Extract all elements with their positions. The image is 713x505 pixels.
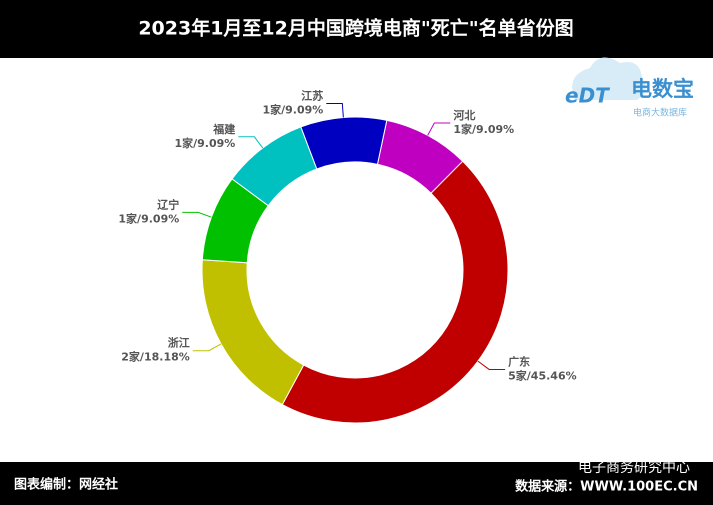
leader-line — [182, 211, 212, 218]
slice-value-label: 5家/45.46% — [508, 368, 577, 382]
logo-tagline: 电商大数据库 — [633, 107, 687, 119]
logo-cloud — [572, 57, 646, 100]
slice-value-label: 1家/9.09% — [118, 211, 179, 225]
donut-slice — [300, 116, 388, 170]
leader-line — [326, 102, 344, 118]
header-bar — [0, 0, 713, 58]
logo-name: 电数宝 — [631, 77, 694, 101]
leader-line — [477, 360, 506, 370]
footer-left: 图表编制：网经社 — [14, 477, 118, 493]
leader-line — [427, 122, 451, 136]
watermark: 电子商务研究中心 — [578, 460, 690, 476]
donut-slice — [281, 160, 509, 424]
leader-line — [192, 343, 222, 352]
slice-label: 广东 — [508, 354, 530, 368]
slice-value-label: 1家/9.09% — [453, 122, 514, 136]
slice-label: 辽宁 — [157, 197, 179, 211]
slice-label: 江苏 — [301, 88, 323, 102]
footer-right: 数据来源：WWW.100EC.CN — [515, 479, 698, 495]
logo-mark: eDT — [565, 84, 610, 108]
logo: eDT 电数宝 电商大数据库 — [565, 57, 694, 119]
slice-value-label: 1家/9.09% — [262, 102, 323, 116]
slice-label: 河北 — [453, 108, 475, 122]
donut: 河北1家/9.09%广东5家/45.46%浙江2家/18.18%辽宁1家/9.0… — [118, 88, 577, 424]
slice-label: 福建 — [212, 122, 236, 136]
slice-value-label: 1家/9.09% — [174, 136, 235, 150]
slice-label: 浙江 — [168, 336, 190, 350]
chart-title: 2023年1月至12月中国跨境电商"死亡"名单省份图 — [138, 17, 573, 40]
slice-value-label: 2家/18.18% — [121, 350, 190, 364]
footer-bar — [0, 462, 713, 505]
leader-line — [238, 136, 264, 149]
